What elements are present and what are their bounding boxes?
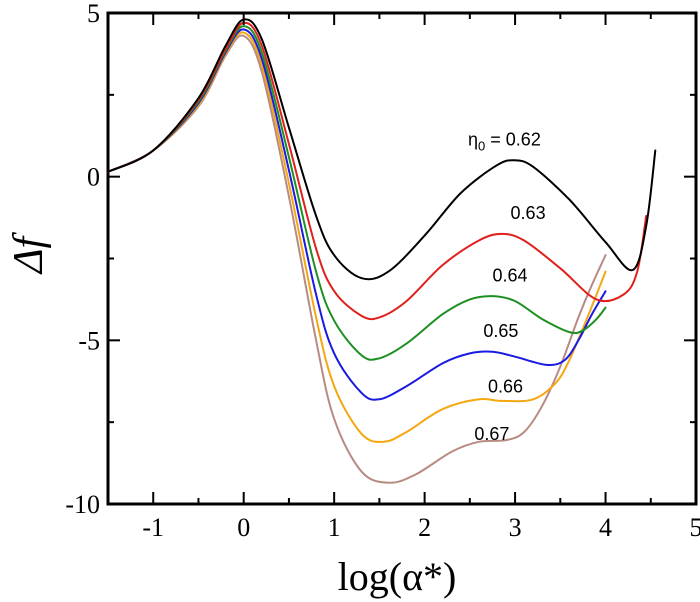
x-tick-label: 2 — [418, 513, 431, 542]
series-label: 0.66 — [488, 377, 523, 397]
x-axis-title: log(α*) — [338, 554, 457, 599]
series-line-0-67 — [107, 34, 607, 484]
x-tick-label: -1 — [142, 513, 164, 542]
series-label: 0.64 — [492, 265, 527, 285]
ticks: -1 0 1 2 3 4 5-10-505 — [65, 0, 700, 542]
series-label: η0 = 0.62 — [468, 130, 541, 154]
series-line-0-66 — [107, 31, 607, 443]
series-label: 0.67 — [474, 424, 509, 444]
y-tick-label: 5 — [87, 0, 100, 28]
series-lines — [107, 18, 657, 484]
x-tick-label: 4 — [599, 513, 612, 542]
y-tick-label: -10 — [65, 490, 100, 519]
series-line-0-64 — [107, 25, 607, 361]
x-tick-label: 0 — [237, 513, 250, 542]
series-label: 0.63 — [511, 203, 546, 223]
y-axis-title: Δf — [6, 232, 52, 276]
x-tick-label: 3 — [509, 513, 522, 542]
series-label: 0.65 — [483, 321, 518, 341]
y-tick-label: 0 — [87, 163, 100, 192]
x-tick-label: 1 — [328, 513, 341, 542]
series-line-0-63 — [107, 21, 648, 321]
y-tick-label: -5 — [78, 326, 100, 355]
x-tick-label: 5 — [690, 513, 700, 542]
series-labels: η0 = 0.62 0.63 0.64 0.65 0.66 0.67 — [468, 130, 546, 445]
series-line-0-62 — [107, 18, 657, 281]
